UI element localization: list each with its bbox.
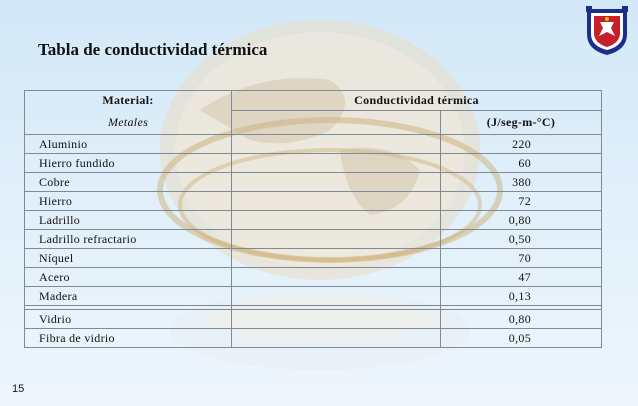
empty-cell xyxy=(231,172,441,192)
empty-cell xyxy=(231,134,441,154)
material-cell: Fibra de vidrio xyxy=(24,328,232,348)
table-subheader-row: Metales (J/seg-m-°C) xyxy=(24,110,602,135)
row-spacer xyxy=(24,305,602,310)
material-cell: Níquel xyxy=(24,248,232,268)
table-row: Hierro 72 xyxy=(24,191,602,211)
header-material: Material: xyxy=(24,90,232,111)
table-row: Cobre 380 xyxy=(24,172,602,192)
empty-cell xyxy=(231,267,441,287)
conductivity-value-cell: 0,13 xyxy=(440,286,602,306)
table-row: Aluminio 220 xyxy=(24,134,602,154)
header-unit: (J/seg-m-°C) xyxy=(440,110,602,135)
conductivity-value-cell: 0,05 xyxy=(440,328,602,348)
conductivity-value-cell: 0,80 xyxy=(440,309,602,329)
conductivity-value-cell: 220 xyxy=(440,134,602,154)
conductivity-value-cell: 72 xyxy=(440,191,602,211)
empty-cell xyxy=(231,153,441,173)
conductivity-value-cell: 0,80 xyxy=(440,210,602,230)
conductivity-value-cell: 70 xyxy=(440,248,602,268)
empty-cell xyxy=(231,309,441,329)
table-row: Hierro fundido 60 xyxy=(24,153,602,173)
material-cell: Cobre xyxy=(24,172,232,192)
table-row: Vidrio 0,80 xyxy=(24,309,602,329)
table-row: Acero 47 xyxy=(24,267,602,287)
conductivity-value-cell: 60 xyxy=(440,153,602,173)
material-cell: Ladrillo refractario xyxy=(24,229,232,249)
table-row: Ladrillo refractario 0,50 xyxy=(24,229,602,249)
slide-title: Tabla de conductividad térmica xyxy=(38,40,268,59)
table-row: Fibra de vidrio 0,05 xyxy=(24,328,602,348)
material-cell: Acero xyxy=(24,267,232,287)
material-cell: Vidrio xyxy=(24,309,232,329)
slide-number: 15 xyxy=(12,383,25,395)
empty-cell xyxy=(231,286,441,306)
conductivity-value-cell: 0,50 xyxy=(440,229,602,249)
empty-cell xyxy=(231,210,441,230)
empty-cell xyxy=(231,248,441,268)
header-material-sub: Metales xyxy=(24,110,232,135)
material-cell: Aluminio xyxy=(24,134,232,154)
table-row: Níquel 70 xyxy=(24,248,602,268)
material-cell: Hierro fundido xyxy=(24,153,232,173)
empty-cell xyxy=(231,229,441,249)
table-body: Aluminio 220 Hierro fundido 60 Cobre 380 Hierr… xyxy=(24,134,602,348)
empty-cell xyxy=(231,328,441,348)
conductivity-value-cell: 47 xyxy=(440,267,602,287)
conductivity-table: Material: Conductividad térmica Metales … xyxy=(24,90,602,348)
material-cell: Madera xyxy=(24,286,232,306)
table-row: Ladrillo 0,80 xyxy=(24,210,602,230)
conductivity-value-cell: 380 xyxy=(440,172,602,192)
table-row: Madera 0,13 xyxy=(24,286,602,306)
table-header-row: Material: Conductividad térmica xyxy=(24,90,602,111)
empty-cell xyxy=(231,191,441,211)
material-cell: Hierro xyxy=(24,191,232,211)
university-crest-logo xyxy=(586,6,628,55)
header-empty-cell xyxy=(231,110,441,135)
header-conductivity: Conductividad térmica xyxy=(231,90,602,111)
material-cell: Ladrillo xyxy=(24,210,232,230)
